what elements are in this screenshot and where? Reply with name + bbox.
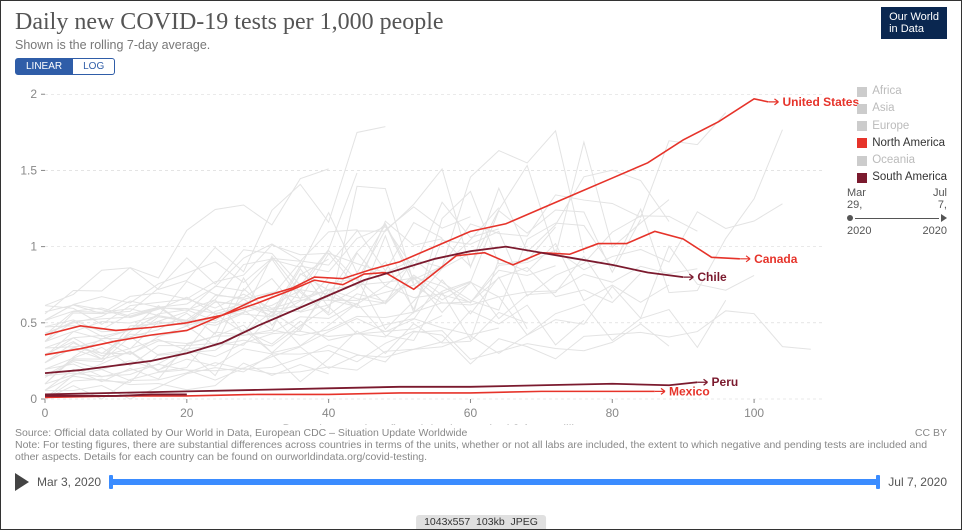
svg-text:100: 100	[744, 406, 764, 420]
owid-logo: Our Worldin Data	[881, 7, 947, 39]
legend-swatch	[857, 138, 867, 148]
svg-text:60: 60	[464, 406, 478, 420]
svg-text:Chile: Chile	[697, 270, 727, 284]
svg-text:1.5: 1.5	[20, 163, 37, 177]
svg-text:Days since total confirmed dea: Days since total confirmed deaths reache…	[283, 422, 588, 425]
license-label: CC BY	[915, 427, 947, 439]
legend-swatch	[857, 87, 867, 97]
legend-swatch	[857, 173, 867, 183]
legend-item-oceania[interactable]: Oceania	[857, 152, 947, 169]
scale-toggle: LINEAR LOG	[15, 58, 947, 75]
play-button[interactable]	[15, 473, 29, 491]
svg-text:20: 20	[180, 406, 194, 420]
timeline: Mar 3, 2020 Jul 7, 2020	[15, 473, 947, 491]
legend-item-asia[interactable]: Asia	[857, 100, 947, 117]
svg-text:0: 0	[30, 392, 37, 406]
legend-swatch	[857, 156, 867, 166]
date-range-mini[interactable]: MarJul 29,7, 20202020	[847, 187, 947, 237]
svg-text:United States: United States	[782, 95, 859, 109]
legend-label: Oceania	[872, 152, 915, 169]
timeline-end-label: Jul 7, 2020	[888, 475, 947, 489]
legend-item-south-america[interactable]: South America	[857, 169, 947, 186]
svg-text:0.5: 0.5	[20, 316, 37, 330]
legend: AfricaAsiaEuropeNorth AmericaOceaniaSout…	[857, 83, 947, 187]
image-meta-bar: 1043x557 103kb JPEG	[416, 515, 546, 529]
legend-item-north-america[interactable]: North America	[857, 135, 947, 152]
legend-item-africa[interactable]: Africa	[857, 83, 947, 100]
svg-text:Peru: Peru	[712, 375, 739, 389]
svg-text:2: 2	[30, 87, 37, 101]
svg-text:Canada: Canada	[754, 252, 798, 266]
legend-label: South America	[872, 169, 947, 186]
source-footer: Source: Official data collated by Our Wo…	[15, 427, 947, 463]
timeline-start-label: Mar 3, 2020	[37, 475, 101, 489]
scale-linear-tab[interactable]: LINEAR	[15, 58, 73, 75]
svg-text:0: 0	[42, 406, 49, 420]
svg-text:40: 40	[322, 406, 336, 420]
chart-plot: 00.511.52020406080100Days since total co…	[15, 79, 949, 425]
legend-label: North America	[872, 135, 945, 152]
legend-label: Africa	[872, 83, 901, 100]
legend-swatch	[857, 104, 867, 114]
svg-text:80: 80	[606, 406, 620, 420]
svg-text:1: 1	[30, 240, 37, 254]
legend-item-europe[interactable]: Europe	[857, 118, 947, 135]
chart-subtitle: Shown is the rolling 7-day average.	[15, 38, 947, 52]
legend-label: Europe	[872, 118, 909, 135]
svg-text:Mexico: Mexico	[669, 384, 710, 398]
chart-title: Daily new COVID-19 tests per 1,000 peopl…	[15, 9, 947, 36]
legend-label: Asia	[872, 100, 894, 117]
scale-log-tab[interactable]: LOG	[73, 58, 115, 75]
timeline-slider[interactable]	[109, 479, 880, 485]
legend-swatch	[857, 121, 867, 131]
